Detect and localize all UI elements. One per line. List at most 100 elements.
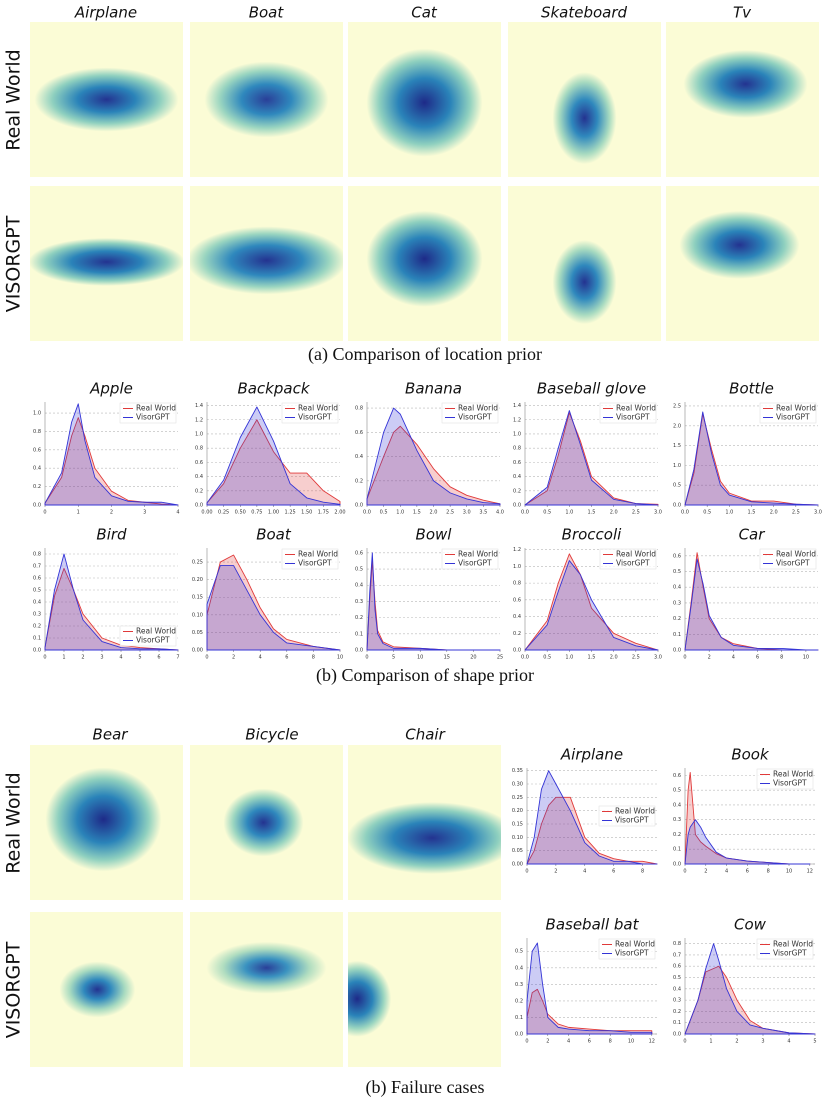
y-tick-label: 0.0 xyxy=(355,648,363,654)
x-tick-label: 1.5 xyxy=(748,510,756,516)
legend-label: VisorGPT xyxy=(615,816,649,825)
x-tick-label: 12 xyxy=(807,869,813,875)
density-area xyxy=(684,819,811,865)
x-tick-label: 2.00 xyxy=(334,510,345,516)
y-tick-label: 0.4 xyxy=(515,965,523,971)
y-tick-label: 0.1 xyxy=(355,631,363,637)
y-tick-label: 0.8 xyxy=(33,552,41,558)
x-tick-label: 2 xyxy=(708,655,711,661)
x-tick-label: 2.0 xyxy=(770,510,778,516)
density-area xyxy=(524,410,659,506)
legend-label: Real World xyxy=(616,404,656,413)
column-title: Tv xyxy=(733,4,752,22)
x-tick-label: 0.0 xyxy=(521,510,529,516)
x-tick-label: 4.0 xyxy=(496,510,504,516)
legend-label: Real World xyxy=(776,404,816,413)
density-area xyxy=(44,403,179,506)
density-area xyxy=(366,560,501,651)
density-area xyxy=(684,411,819,506)
x-tick-label: 6 xyxy=(157,655,160,661)
x-tick-label: 2 xyxy=(554,869,557,875)
heatmap xyxy=(666,186,819,341)
y-tick-label: 0.2 xyxy=(673,832,681,838)
y-tick-label: 0.6 xyxy=(673,964,681,970)
legend-label: Real World xyxy=(136,627,176,636)
x-tick-label: 2.0 xyxy=(430,510,438,516)
x-tick-label: 2 xyxy=(232,655,235,661)
y-tick-label: 0.6 xyxy=(513,597,521,603)
y-tick-label: 1.2 xyxy=(513,547,521,553)
density-area xyxy=(526,770,658,865)
legend-label: VisorGPT xyxy=(616,413,650,422)
column-title: Airplane xyxy=(74,4,137,22)
x-tick-label: 0.5 xyxy=(543,510,551,516)
chart-title: Boat xyxy=(256,526,292,544)
x-tick-label: 6 xyxy=(588,1039,591,1045)
x-tick-label: 2.5 xyxy=(632,510,640,516)
x-tick-label: 4 xyxy=(732,655,735,661)
y-tick-label: 0.3 xyxy=(33,612,41,618)
chart-title: Bottle xyxy=(729,380,774,398)
density-area xyxy=(206,406,341,506)
y-tick-label: 0.20 xyxy=(512,808,523,814)
y-tick-label: 0.0 xyxy=(355,503,363,509)
y-tick-label: 0.3 xyxy=(355,599,363,605)
legend-label: Real World xyxy=(298,550,338,559)
density-area xyxy=(526,796,658,865)
y-tick-label: 0.0 xyxy=(673,503,681,509)
y-tick-label: 0.4 xyxy=(33,600,41,606)
x-tick-label: 2 xyxy=(81,655,84,661)
y-tick-label: 0.0 xyxy=(673,1032,681,1038)
y-tick-label: 0.10 xyxy=(192,612,203,618)
x-tick-label: 10 xyxy=(417,655,423,661)
y-tick-label: 0.4 xyxy=(355,454,363,460)
y-tick-label: 0.8 xyxy=(195,446,203,452)
y-tick-label: 0.5 xyxy=(673,788,681,794)
y-tick-label: 0.7 xyxy=(33,564,41,570)
y-tick-label: 0.0 xyxy=(513,648,521,654)
y-tick-label: 0.30 xyxy=(512,782,523,788)
legend-label: VisorGPT xyxy=(298,559,332,568)
y-tick-label: 0.2 xyxy=(33,624,41,630)
heatmap xyxy=(190,22,343,177)
x-tick-label: 6 xyxy=(756,655,759,661)
y-tick-label: 0.6 xyxy=(673,553,681,559)
y-tick-label: 0.4 xyxy=(673,802,681,808)
density-area xyxy=(524,553,659,651)
heatmap xyxy=(190,186,343,341)
density-area xyxy=(684,558,819,651)
x-tick-label: 0 xyxy=(683,655,686,661)
x-tick-label: 3.0 xyxy=(463,510,471,516)
legend-label: VisorGPT xyxy=(615,949,649,958)
y-tick-label: 1.0 xyxy=(33,411,41,417)
x-tick-label: 0 xyxy=(683,869,686,875)
x-tick-label: 4 xyxy=(583,869,586,875)
x-tick-label: 8 xyxy=(641,869,644,875)
y-tick-label: 0.6 xyxy=(195,460,203,466)
y-tick-label: 0.15 xyxy=(512,822,523,828)
x-tick-label: 0 xyxy=(683,1039,686,1045)
x-tick-label: 0.0 xyxy=(681,510,689,516)
x-tick-label: 5 xyxy=(138,655,141,661)
x-tick-label: 1.5 xyxy=(588,510,596,516)
y-tick-label: 0.3 xyxy=(673,600,681,606)
x-tick-label: 6 xyxy=(612,869,615,875)
y-tick-label: 1.5 xyxy=(673,443,681,449)
y-tick-label: 0.10 xyxy=(512,835,523,841)
chart-title: Baseball glove xyxy=(537,380,646,398)
y-tick-label: 1.0 xyxy=(673,463,681,469)
legend-label: VisorGPT xyxy=(616,559,650,568)
y-tick-label: 0.4 xyxy=(513,614,521,620)
heatmap xyxy=(348,22,501,177)
density-area xyxy=(684,943,816,1035)
x-tick-label: 5 xyxy=(392,655,395,661)
caption: (b) Comparison of shape prior xyxy=(316,665,534,686)
legend-box xyxy=(281,402,339,424)
legend-label: Real World xyxy=(616,550,656,559)
chart-title: Book xyxy=(731,746,770,764)
y-tick-label: 0.1 xyxy=(673,847,681,853)
legend-label: VisorGPT xyxy=(776,413,810,422)
x-tick-label: 5 xyxy=(813,1039,816,1045)
y-tick-label: 0.6 xyxy=(513,460,521,466)
row-label: Real World xyxy=(3,49,25,150)
